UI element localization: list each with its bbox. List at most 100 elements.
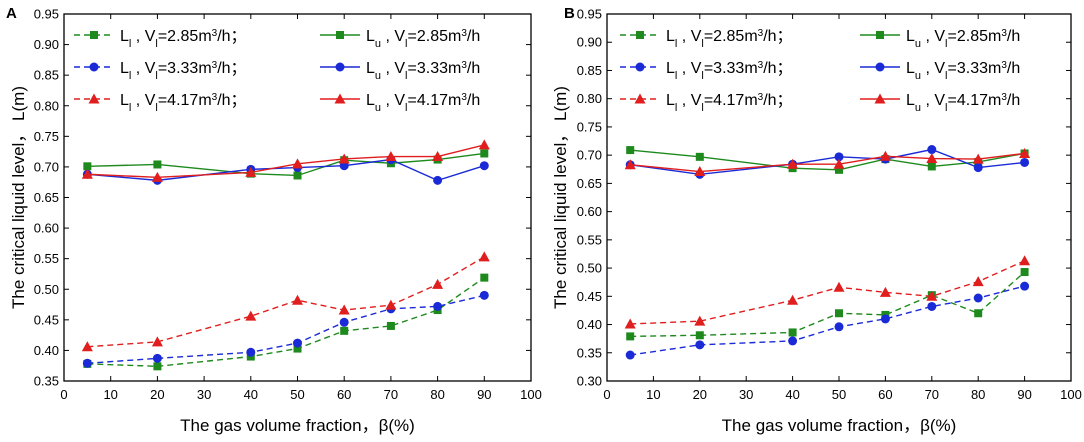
y-tick-label: 0.90 bbox=[577, 35, 602, 50]
x-tick-label: 90 bbox=[477, 387, 491, 402]
legend-label-ll-417: Ll , Vl=4.17m3/h； bbox=[666, 92, 793, 115]
data-point-lu-417 bbox=[694, 166, 706, 177]
series-line-lu-417 bbox=[630, 152, 1025, 173]
data-point-lu-333 bbox=[927, 145, 937, 155]
y-tick-label: 0.50 bbox=[577, 261, 602, 276]
legend-label-lu-417: Lu , Vl=4.17m3/h bbox=[906, 92, 1020, 115]
data-point-lu-333 bbox=[1020, 157, 1030, 167]
data-point-lu-417 bbox=[972, 153, 984, 164]
data-point-lu-285 bbox=[927, 162, 936, 171]
legend-label-lu-333: Lu , Vl=3.33m3/h bbox=[906, 60, 1020, 83]
data-point-lu-285 bbox=[83, 162, 92, 171]
legend-marker-ll-333 bbox=[635, 62, 645, 72]
data-point-ll-333 bbox=[339, 317, 349, 327]
y-tick-label: 0.95 bbox=[577, 7, 602, 22]
y-tick-label: 0.55 bbox=[577, 232, 602, 247]
data-point-lu-417 bbox=[432, 151, 444, 162]
data-point-ll-333 bbox=[788, 336, 798, 346]
x-axis-label: The gas volume fraction，β(%) bbox=[180, 416, 415, 435]
y-tick-label: 0.60 bbox=[577, 204, 602, 219]
legend-marker-ll-333 bbox=[89, 62, 99, 72]
y-tick-label: 0.60 bbox=[34, 221, 59, 236]
series-lu-333 bbox=[82, 155, 489, 185]
x-tick-label: 80 bbox=[430, 387, 444, 402]
data-point-ll-285 bbox=[340, 326, 349, 335]
series-ll-333 bbox=[82, 290, 489, 368]
x-tick-label: 30 bbox=[197, 387, 211, 402]
data-point-ll-333 bbox=[973, 293, 983, 303]
x-tick-label: 70 bbox=[384, 387, 398, 402]
legend-label-lu-285: Lu , Vl=2.85m3/h bbox=[906, 28, 1020, 51]
data-point-ll-417 bbox=[787, 294, 799, 305]
data-point-ll-417 bbox=[833, 281, 845, 292]
legend-label-lu-333: Lu , Vl=3.33m3/h bbox=[366, 60, 480, 83]
x-tick-label: 10 bbox=[646, 387, 660, 402]
data-point-lu-417 bbox=[879, 150, 891, 161]
data-point-lu-333 bbox=[479, 161, 489, 171]
data-point-ll-417 bbox=[245, 310, 257, 321]
data-point-ll-285 bbox=[153, 362, 162, 371]
panel-letter: B bbox=[564, 5, 575, 22]
legend-label-ll-333: Ll , Vl=3.33m3/h； bbox=[666, 60, 793, 83]
series-line-lu-333 bbox=[87, 158, 485, 182]
panel-b: B 0 10 20 30 40 50 60 70 80 90 100 0.30 0.35 0.40 0.45 0… bbox=[551, 5, 1082, 435]
y-tick-label: 0.65 bbox=[577, 176, 602, 191]
x-tick-label: 80 bbox=[971, 387, 985, 402]
data-point-ll-333 bbox=[880, 314, 890, 324]
data-point-lu-417 bbox=[833, 158, 845, 169]
data-point-ll-285 bbox=[386, 321, 395, 330]
data-point-ll-417 bbox=[694, 315, 706, 326]
data-point-ll-285 bbox=[626, 332, 635, 341]
x-tick-label: 20 bbox=[693, 387, 707, 402]
y-tick-label: 0.85 bbox=[577, 63, 602, 78]
data-point-lu-285 bbox=[480, 149, 489, 158]
series-ll-333 bbox=[625, 281, 1030, 360]
x-tick-label: 60 bbox=[878, 387, 892, 402]
series-ll-417 bbox=[81, 251, 490, 352]
data-point-ll-417 bbox=[151, 336, 163, 347]
x-tick-label: 40 bbox=[785, 387, 799, 402]
y-tick-label: 0.75 bbox=[34, 129, 59, 144]
data-point-ll-285 bbox=[695, 331, 704, 340]
x-tick-label: 40 bbox=[244, 387, 258, 402]
panel-letter: A bbox=[6, 5, 17, 22]
y-tick-label: 0.90 bbox=[34, 37, 59, 52]
legend-label-lu-417: Lu , Vl=4.17m3/h bbox=[366, 92, 480, 115]
data-point-lu-417 bbox=[1019, 147, 1031, 158]
legend-label-ll-285: Ll , Vl=2.85m3/h； bbox=[666, 28, 793, 51]
data-point-ll-285 bbox=[293, 344, 302, 353]
legend-marker-lu-417 bbox=[874, 93, 886, 104]
data-point-lu-417 bbox=[624, 159, 636, 170]
data-point-ll-417 bbox=[432, 278, 444, 289]
x-tick-label: 50 bbox=[290, 387, 304, 402]
x-tick-label: 70 bbox=[925, 387, 939, 402]
data-point-ll-333 bbox=[479, 290, 489, 300]
data-point-ll-333 bbox=[625, 350, 635, 360]
y-tick-label: 0.70 bbox=[577, 148, 602, 163]
series-line-lu-333 bbox=[630, 148, 1025, 176]
legend-marker-lu-285 bbox=[336, 31, 344, 39]
data-point-lu-285 bbox=[626, 146, 635, 155]
x-axis-label: The gas volume fraction，β(%) bbox=[722, 416, 957, 435]
x-tick-label: 0 bbox=[603, 387, 610, 402]
series-line-ll-417 bbox=[630, 260, 1025, 325]
data-point-lu-333 bbox=[433, 175, 443, 185]
data-point-ll-285 bbox=[974, 309, 983, 318]
data-point-lu-417 bbox=[245, 166, 257, 177]
legend: Ll , Vl=2.85m3/h； Lu , Vl=2.85m3/h Ll , Vl… bbox=[74, 28, 480, 115]
data-point-ll-285 bbox=[1020, 268, 1029, 277]
data-point-lu-417 bbox=[338, 153, 350, 164]
data-point-lu-333 bbox=[834, 152, 844, 162]
data-point-ll-417 bbox=[972, 276, 984, 287]
series-line-ll-333 bbox=[630, 285, 1025, 356]
data-point-ll-285 bbox=[480, 273, 489, 282]
data-point-ll-333 bbox=[433, 301, 443, 311]
y-tick-label: 0.45 bbox=[577, 289, 602, 304]
legend-marker-ll-285 bbox=[636, 31, 644, 39]
series-lu-333 bbox=[625, 145, 1030, 179]
data-point-lu-285 bbox=[695, 152, 704, 161]
data-point-ll-417 bbox=[385, 299, 397, 310]
series-lu-417 bbox=[624, 147, 1031, 177]
y-tick-label: 0.35 bbox=[577, 345, 602, 360]
data-point-ll-417 bbox=[926, 290, 938, 301]
